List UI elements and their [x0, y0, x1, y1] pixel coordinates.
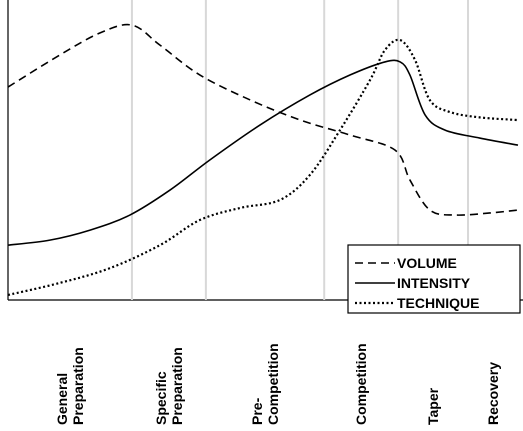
series-line — [7, 59, 519, 246]
legend-label: VOLUME — [397, 255, 457, 271]
phase-label: Specific Preparation — [153, 347, 185, 425]
phase-label: Pre-Competition — [249, 343, 281, 425]
phase-label: Recovery — [485, 362, 501, 425]
phase-label: General Preparation — [54, 347, 86, 425]
legend-label: INTENSITY — [397, 275, 471, 291]
series-line — [7, 23, 519, 216]
phase-label: Taper — [425, 387, 441, 425]
legend-label: TECHNIQUE — [397, 295, 479, 311]
legend-box — [347, 244, 521, 314]
series-line — [7, 38, 519, 297]
phase-label: Competition — [353, 343, 369, 425]
